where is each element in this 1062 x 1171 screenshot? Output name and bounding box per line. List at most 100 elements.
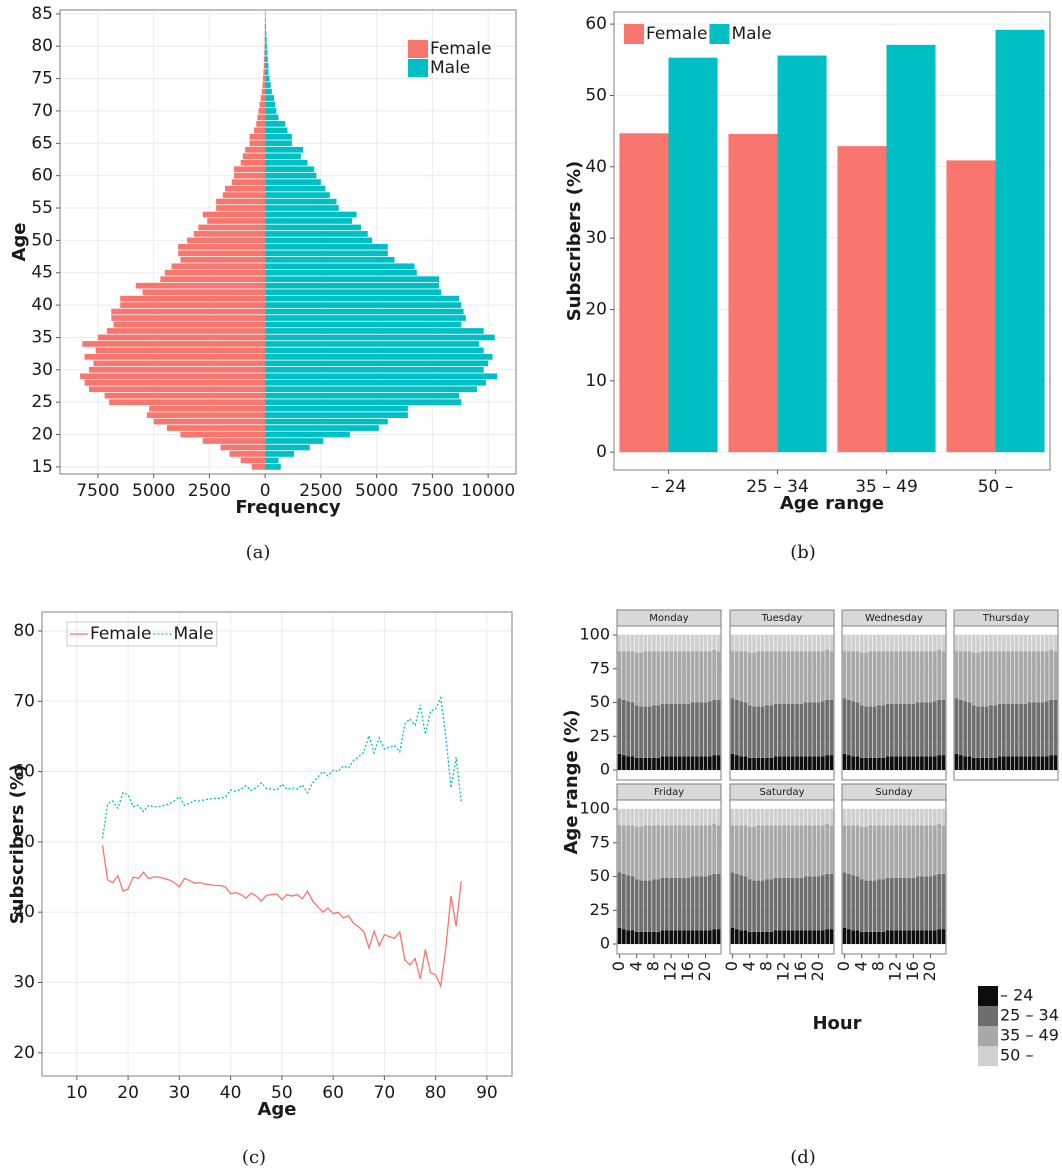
bar-segment (1036, 756, 1041, 771)
bar-segment (752, 652, 756, 707)
x-tick-label: 20 (808, 961, 827, 981)
bar (88, 386, 266, 393)
bar (88, 366, 266, 373)
bar-segment (894, 930, 898, 945)
bar-segment (786, 930, 791, 945)
bar-segment (752, 809, 756, 827)
bar-segment (825, 699, 829, 756)
bar (995, 29, 1045, 453)
bar-segment (639, 809, 643, 827)
bar (265, 192, 330, 198)
bar-segment (1036, 702, 1041, 757)
bar-segment (803, 809, 808, 826)
bar (265, 263, 415, 270)
bar-segment (872, 757, 877, 771)
bar-segment (868, 651, 873, 707)
bar-segment (795, 877, 799, 931)
bar-segment (907, 756, 911, 771)
bar-segment (747, 879, 752, 932)
bar-segment (639, 706, 643, 758)
bar-segment (932, 635, 937, 652)
bar-segment (877, 809, 881, 826)
bar (265, 405, 408, 412)
legend-swatch (978, 986, 998, 1006)
y-tick-label: 35 (31, 327, 53, 347)
bar (265, 101, 276, 108)
bar-segment (851, 651, 856, 702)
bar-segment (669, 756, 673, 771)
bar-segment (752, 757, 756, 771)
bar-segment (855, 876, 860, 931)
bar-segment (699, 635, 704, 652)
bar-segment (647, 757, 652, 771)
bar (265, 315, 466, 321)
bar-segment (782, 809, 786, 826)
bar-segment (1023, 651, 1028, 704)
bar (265, 36, 267, 43)
bar-segment (686, 930, 691, 945)
bar-segment (735, 651, 739, 700)
bar (265, 88, 272, 95)
bar (233, 166, 266, 173)
bar-segment (773, 703, 778, 757)
bar-segment (820, 875, 825, 931)
bar-segment (1044, 701, 1049, 757)
bar-segment (652, 931, 656, 945)
bar-segment (851, 930, 856, 945)
bar-segment (703, 930, 708, 945)
bar-segment (1027, 702, 1032, 757)
bar-segment (829, 755, 834, 771)
bar-segment (622, 873, 626, 930)
bar-segment (902, 809, 907, 826)
bar-segment (652, 651, 656, 706)
bar (265, 418, 388, 425)
y-axis-label: Age (9, 222, 30, 261)
bar-segment (682, 809, 686, 826)
bar-segment (639, 931, 643, 945)
bar-segment (716, 825, 721, 874)
panel-border (616, 625, 722, 781)
bar-segment (660, 825, 665, 878)
x-tick-label: 0 (722, 961, 741, 971)
bar (265, 282, 440, 289)
bar-segment (686, 877, 691, 931)
bar-segment (790, 877, 795, 931)
bar-segment (730, 753, 735, 771)
y-tick-label: 40 (13, 902, 35, 922)
bar-segment (1040, 756, 1045, 771)
bar-segment (915, 809, 920, 826)
bar-segment (872, 651, 877, 707)
bar-segment (868, 635, 873, 652)
bar-segment (885, 635, 890, 652)
bar-segment (686, 635, 691, 652)
bar (263, 69, 266, 75)
y-tick-label: 40 (585, 157, 607, 177)
bar-segment (795, 825, 799, 878)
bar-segment (707, 701, 712, 757)
bar-segment (712, 699, 716, 756)
bar-segment (967, 702, 972, 757)
bar-segment (864, 635, 868, 653)
bar-segment (707, 756, 712, 771)
x-tick-label: 4 (739, 961, 758, 971)
bar-segment (967, 756, 972, 771)
bar (265, 341, 480, 347)
bar-segment (1049, 755, 1053, 771)
bar-segment (782, 877, 786, 931)
bar-segment (803, 756, 808, 771)
y-tick-label: 30 (31, 360, 53, 380)
bar-segment (881, 809, 886, 826)
bar-segment (703, 702, 708, 757)
bar-segment (937, 929, 941, 945)
bar-segment (795, 930, 799, 945)
bar-segment (907, 809, 911, 826)
bar-segment (890, 825, 894, 878)
bar-segment (1019, 635, 1023, 652)
bar-segment (842, 698, 847, 754)
bar-segment (656, 825, 661, 880)
bar-segment (699, 756, 704, 771)
legend-label: Female (90, 624, 151, 644)
bar-segment (941, 755, 946, 771)
bar-segment (782, 703, 786, 757)
y-tick-label: 0 (600, 934, 610, 953)
